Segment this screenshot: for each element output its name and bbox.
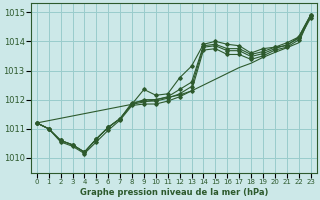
X-axis label: Graphe pression niveau de la mer (hPa): Graphe pression niveau de la mer (hPa) [79, 188, 268, 197]
